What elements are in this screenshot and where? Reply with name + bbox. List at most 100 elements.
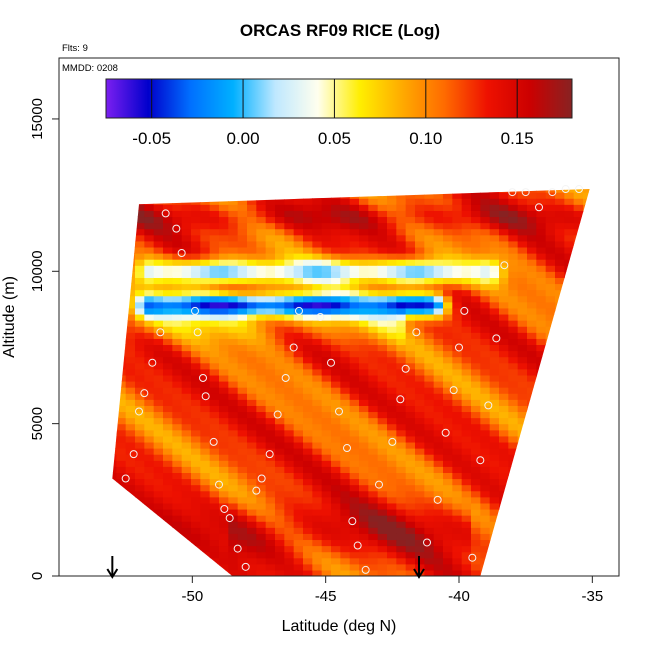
- heatmap-cell: [153, 441, 164, 449]
- heatmap-cell: [237, 277, 248, 285]
- heatmap-cell: [181, 295, 192, 303]
- heatmap-cell: [489, 466, 500, 473]
- heatmap-cell: [377, 435, 388, 443]
- heatmap-cell: [368, 454, 379, 461]
- heatmap-cell: [368, 320, 379, 327]
- heatmap-cell: [536, 484, 547, 492]
- heatmap-cell: [153, 405, 164, 413]
- heatmap-cell: [293, 387, 304, 394]
- heatmap-cell: [340, 240, 351, 248]
- heatmap-cell: [237, 411, 248, 419]
- heatmap-cell: [443, 478, 453, 486]
- heatmap-cell: [172, 521, 183, 528]
- heatmap-cell: [153, 344, 164, 352]
- heatmap-cell: [191, 557, 201, 565]
- heatmap-cell: [349, 460, 360, 467]
- heatmap-cell: [415, 240, 425, 248]
- heatmap-cell: [480, 210, 491, 218]
- heatmap-cell: [452, 557, 463, 565]
- heatmap-cell: [405, 521, 416, 528]
- heatmap-cell: [555, 454, 565, 461]
- heatmap-cell: [443, 216, 453, 224]
- heatmap-cell: [116, 399, 127, 406]
- heatmap-cell: [340, 320, 351, 327]
- heatmap-cell: [433, 210, 444, 218]
- heatmap-cell: [321, 545, 332, 553]
- heatmap-cell: [396, 515, 407, 522]
- heatmap-cell: [293, 521, 304, 528]
- heatmap-cell: [219, 283, 229, 291]
- heatmap-cell: [125, 289, 136, 297]
- heatmap-cell: [209, 222, 220, 230]
- heatmap-cell: [237, 374, 248, 382]
- heatmap-cell: [181, 222, 192, 230]
- heatmap-cell: [573, 259, 584, 266]
- heatmap-cell: [256, 240, 267, 248]
- heatmap-cell: [433, 496, 444, 504]
- heatmap-cell: [489, 405, 500, 413]
- heatmap-cell: [471, 368, 481, 376]
- heatmap-cell: [452, 411, 463, 419]
- heatmap-cell: [116, 356, 127, 364]
- heatmap-cell: [265, 240, 276, 248]
- heatmap-cell: [144, 448, 155, 455]
- heatmap-cell: [349, 271, 360, 278]
- heatmap-cell: [377, 350, 388, 358]
- heatmap-cell: [181, 283, 192, 291]
- heatmap-cell: [200, 508, 211, 516]
- heatmap-cell: [555, 234, 565, 242]
- heatmap-cell: [517, 380, 528, 388]
- heatmap-cell: [564, 356, 575, 364]
- heatmap-cell: [163, 484, 173, 492]
- heatmap-cell: [387, 332, 397, 339]
- heatmap-cell: [265, 259, 276, 266]
- heatmap-cell: [349, 393, 360, 400]
- heatmap-cell: [527, 277, 537, 285]
- heatmap-cell: [331, 448, 341, 455]
- heatmap-cell: [517, 326, 528, 333]
- heatmap-cell: [387, 277, 397, 285]
- heatmap-cell: [228, 563, 239, 571]
- heatmap-cell: [144, 435, 155, 443]
- heatmap-cell: [415, 368, 425, 376]
- heatmap-cell: [112, 189, 117, 193]
- heatmap-cell: [153, 508, 164, 516]
- heatmap-cell: [480, 313, 491, 321]
- heatmap-cell: [219, 380, 229, 388]
- heatmap-cell: [181, 253, 192, 260]
- heatmap-cell: [200, 246, 211, 254]
- heatmap-cell: [237, 222, 248, 230]
- heatmap-cell: [116, 484, 127, 492]
- heatmap-cell: [471, 405, 481, 413]
- heatmap-cell: [228, 222, 239, 230]
- heatmap-cell: [461, 222, 472, 230]
- heatmap-cell: [256, 277, 267, 285]
- heatmap-cell: [275, 551, 285, 559]
- heatmap-cell: [452, 234, 463, 242]
- heatmap-cell: [387, 539, 397, 547]
- heatmap-cell: [209, 338, 220, 346]
- heatmap-cell: [349, 484, 360, 492]
- heatmap-cell: [153, 551, 164, 559]
- heatmap-cell: [564, 490, 575, 498]
- heatmap-cell: [191, 502, 201, 510]
- heatmap-cell: [191, 515, 201, 522]
- heatmap-cell: [564, 441, 575, 449]
- heatmap-cell: [181, 387, 192, 394]
- heatmap-cell: [265, 301, 276, 309]
- heatmap-cell: [480, 502, 491, 510]
- heatmap-cell: [545, 228, 556, 236]
- heatmap-cell: [228, 265, 239, 272]
- heatmap-cell: [135, 326, 145, 333]
- heatmap-cell: [461, 240, 472, 248]
- heatmap-cell: [536, 466, 547, 473]
- heatmap-cell: [527, 533, 537, 541]
- heatmap-cell: [275, 387, 285, 394]
- heatmap-cell: [387, 490, 397, 498]
- heatmap-cell: [377, 466, 388, 473]
- heatmap-cell: [331, 454, 341, 461]
- heatmap-cell: [499, 350, 509, 358]
- heatmap-cell: [219, 307, 229, 315]
- heatmap-cell: [368, 204, 379, 211]
- heatmap-cell: [424, 234, 435, 242]
